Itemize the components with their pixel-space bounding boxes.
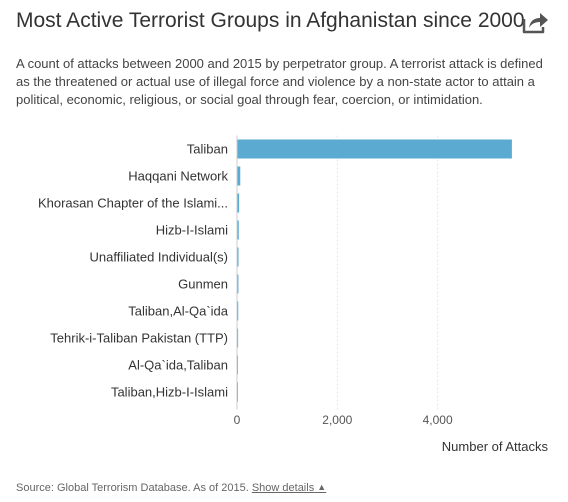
category-label-1: Haqqani Network	[128, 169, 228, 184]
bar-7	[237, 328, 239, 348]
category-label-0: Taliban	[187, 142, 228, 157]
category-label-2: Khorasan Chapter of the Islami...	[38, 196, 228, 211]
bar-chart: 0 2,000 4,000 Number of Attacks Taliban Haqqa…	[38, 135, 549, 454]
category-label-7: Tehrik-i-Taliban Pakistan (TTP)	[50, 331, 228, 346]
show-details-label: Show details	[251, 482, 315, 494]
bar-0	[237, 139, 512, 159]
share-button[interactable]	[520, 9, 550, 35]
caret-up-icon: ▲	[317, 482, 327, 492]
bar-1	[237, 166, 241, 186]
share-icon	[522, 13, 548, 34]
x-tick-label-1: 2,000	[322, 413, 352, 427]
x-tick-label-0: 0	[234, 413, 241, 427]
bar-8	[237, 355, 239, 375]
chart-title: Most Active Terrorist Groups in Afghanis…	[16, 9, 525, 32]
bar-3	[237, 220, 239, 240]
bar-2	[237, 193, 240, 213]
category-label-3: Hizb-I-Islami	[156, 223, 228, 238]
show-details-link[interactable]: Show details ▲	[252, 482, 326, 494]
footer: Source: Global Terrorism Database. As of…	[16, 482, 326, 494]
category-label-4: Unaffiliated Individual(s)	[90, 250, 229, 265]
category-label-9: Taliban,Hizb-I-Islami	[111, 385, 228, 400]
x-axis-title: Number of Attacks	[442, 439, 549, 454]
bar-4	[237, 247, 239, 267]
chart-subtitle: A count of attacks between 2000 and 2015…	[16, 56, 543, 107]
bar-6	[237, 301, 239, 321]
category-label-5: Gunmen	[178, 277, 228, 292]
source-text: Source: Global Terrorism Database. As of…	[16, 482, 249, 494]
x-tick-label-2: 4,000	[423, 413, 453, 427]
category-label-6: Taliban,Al-Qa`ida	[128, 304, 228, 319]
category-label-8: Al-Qa`ida,Taliban	[128, 358, 228, 373]
bar-5	[237, 274, 239, 294]
